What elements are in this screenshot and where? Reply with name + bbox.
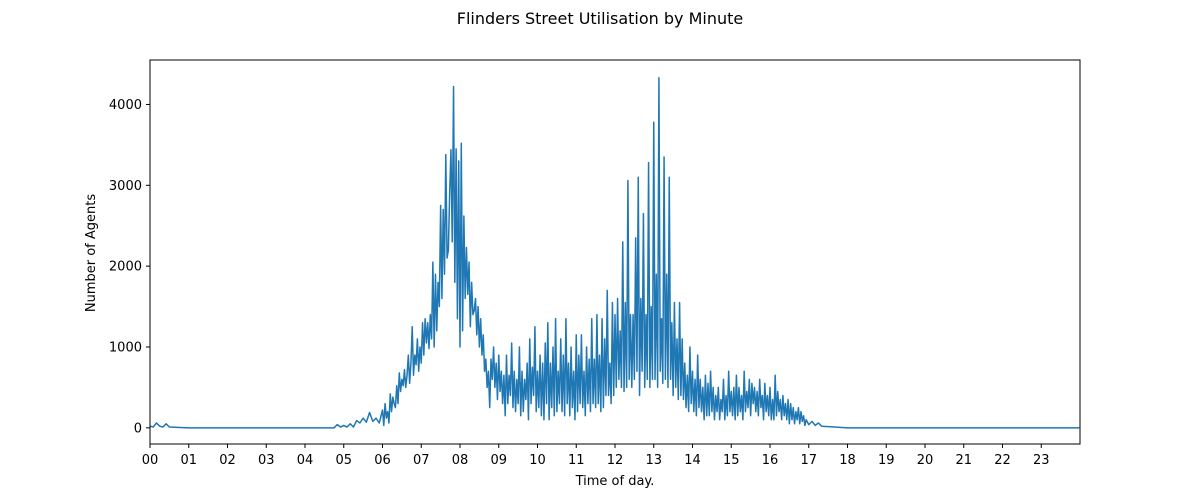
x-tick-label: 22: [994, 453, 1011, 468]
x-tick-label: 10: [529, 453, 546, 468]
x-tick-label: 12: [607, 453, 624, 468]
x-tick-label: 20: [917, 453, 934, 468]
y-tick-label: 4000: [109, 98, 142, 113]
x-tick-label: 19: [878, 453, 895, 468]
y-tick-label: 2000: [109, 260, 142, 275]
x-tick-label: 05: [335, 453, 352, 468]
x-tick-label: 08: [452, 453, 469, 468]
plot-frame: [149, 59, 1081, 445]
x-tick-label: 00: [142, 453, 159, 468]
x-tick-label: 03: [258, 453, 275, 468]
y-tick-label: 0: [134, 421, 142, 436]
x-tick-label: 13: [645, 453, 662, 468]
x-axis-label: Time of day.: [575, 474, 655, 489]
x-tick-label: 11: [568, 453, 585, 468]
y-tick-label: 3000: [109, 179, 142, 194]
x-tick-label: 16: [762, 453, 779, 468]
x-tick-label: 15: [723, 453, 740, 468]
x-tick-label: 02: [219, 453, 236, 468]
chart-title: Flinders Street Utilisation by Minute: [457, 9, 744, 28]
x-tick-label: 18: [839, 453, 856, 468]
x-tick-label: 01: [180, 453, 197, 468]
x-tick-label: 07: [413, 453, 430, 468]
y-tick-label: 1000: [109, 340, 142, 355]
x-tick-label: 06: [374, 453, 391, 468]
series-line: [149, 77, 1080, 429]
y-axis-label: Number of Agents: [84, 194, 99, 312]
x-tick-label: 09: [490, 453, 507, 468]
x-tick-label: 21: [955, 453, 972, 468]
x-tick-label: 23: [1033, 453, 1050, 468]
x-tick-label: 14: [684, 453, 701, 468]
plot-area: 0 1000 2000 3000 4000 00 01 02 03 04 05 06 07 08 09 10 1…: [109, 77, 1080, 468]
x-tick-label: 04: [297, 453, 314, 468]
x-tick-label: 17: [800, 453, 817, 468]
